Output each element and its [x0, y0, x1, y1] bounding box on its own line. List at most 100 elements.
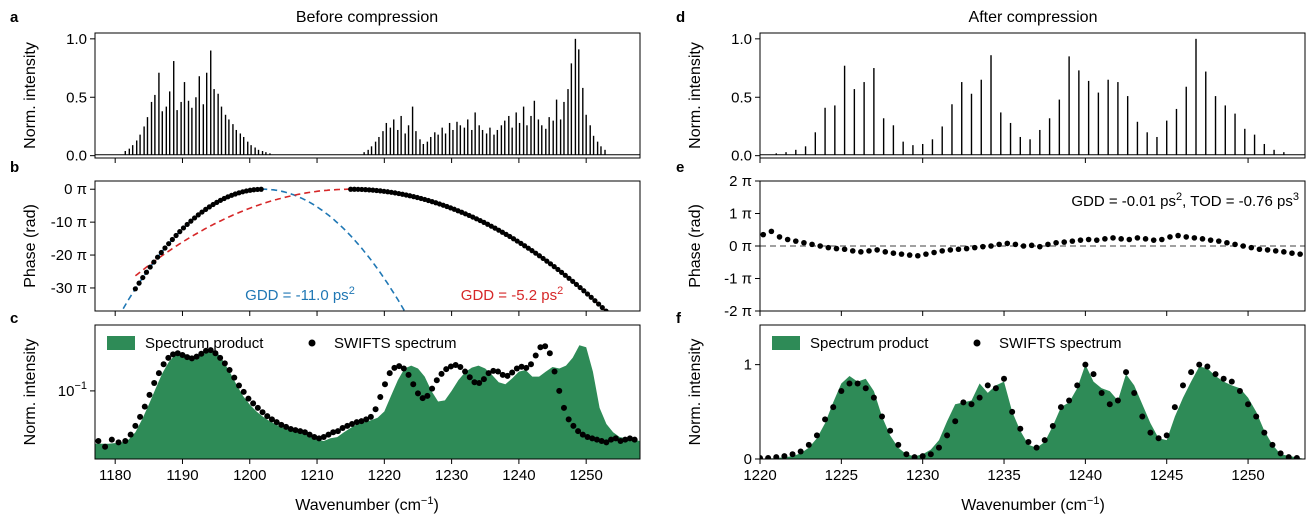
phase-point — [768, 228, 775, 235]
swifts-point — [830, 404, 837, 411]
swifts-point — [377, 393, 384, 400]
swifts-point — [301, 429, 308, 436]
legend-label-spectrum-product: Spectrum product — [810, 335, 929, 352]
swifts-point — [935, 444, 942, 451]
phase-point — [173, 232, 179, 239]
phase-point — [776, 234, 783, 240]
swifts-point — [631, 436, 638, 443]
phase-point — [140, 274, 146, 281]
phase-point — [874, 247, 880, 253]
swifts-point — [570, 422, 577, 429]
swifts-point — [235, 382, 242, 389]
swifts-point — [1171, 404, 1178, 411]
phase-point — [136, 280, 142, 286]
panel-label-d: d — [676, 9, 685, 26]
phase-point — [939, 248, 946, 254]
swifts-point — [927, 451, 934, 458]
x-tick-label: 1210 — [300, 467, 333, 484]
swifts-point — [513, 365, 520, 372]
swifts-point — [151, 380, 158, 387]
swifts-point — [854, 380, 861, 387]
phase-point — [931, 249, 937, 256]
y-tick-label: 1.0 — [66, 31, 87, 48]
swifts-point — [447, 363, 454, 370]
legend-swatch-dot — [308, 339, 316, 347]
swifts-point — [386, 370, 393, 377]
swifts-point — [122, 437, 129, 444]
phase-point — [1167, 234, 1173, 240]
swifts-point — [1098, 389, 1105, 396]
swifts-point — [179, 352, 186, 359]
swifts-point — [433, 377, 440, 384]
swifts-point — [137, 413, 144, 420]
swifts-point — [226, 366, 233, 373]
swifts-point — [325, 431, 332, 438]
y-tick-label: 1 π — [729, 206, 752, 223]
swifts-point — [363, 416, 370, 423]
phase-point — [980, 243, 986, 250]
swifts-point — [254, 404, 261, 411]
phase-point — [366, 187, 372, 193]
swifts-point — [108, 436, 115, 443]
swifts-point — [584, 434, 591, 441]
phase-point — [206, 204, 212, 210]
panel-label-c: c — [10, 310, 18, 327]
phase-point — [1281, 249, 1287, 255]
panel-label-e: e — [676, 159, 684, 176]
swifts-point — [1057, 404, 1064, 411]
swifts-point — [781, 453, 788, 459]
swifts-point — [773, 454, 780, 459]
swifts-point — [952, 418, 959, 425]
phase-point — [1061, 239, 1068, 245]
phase-point — [1183, 234, 1190, 240]
swifts-point — [1139, 413, 1146, 420]
phase-point — [849, 248, 856, 254]
swifts-point — [523, 364, 530, 371]
swifts-point — [212, 350, 219, 357]
swifts-point — [1114, 397, 1121, 404]
swifts-point — [1163, 432, 1170, 439]
swifts-point — [518, 363, 525, 370]
left-title: Before compression — [296, 9, 438, 26]
swifts-point — [485, 370, 492, 377]
phase-point — [801, 239, 807, 246]
phase-point — [955, 246, 962, 253]
gdd-annotation-red: GDD = -5.2 ps2 — [461, 285, 563, 304]
swifts-point — [1277, 450, 1284, 457]
x-tick-label: 1250 — [1231, 467, 1264, 484]
swifts-point — [457, 364, 464, 371]
swifts-point — [1033, 444, 1040, 451]
y-tick-label: -10 π — [51, 214, 87, 231]
swifts-point — [264, 413, 271, 420]
phase-point — [199, 209, 205, 215]
swifts-point — [1188, 369, 1195, 376]
phase-point — [180, 225, 187, 231]
phase-point — [533, 250, 539, 256]
swifts-point — [1261, 429, 1268, 436]
swifts-point — [499, 371, 506, 378]
phase-point — [1224, 239, 1230, 246]
swifts-point — [391, 364, 398, 371]
phase-point — [362, 187, 369, 193]
phase-point — [1004, 240, 1011, 247]
phase-point — [540, 255, 546, 262]
swifts-point — [95, 437, 102, 444]
swifts-point — [414, 390, 421, 397]
phase-point — [1093, 237, 1100, 243]
panel-e: GDD = -0.01 ps2, TOD = -0.76 ps3 2 π 1 π 0 … — [676, 159, 1306, 320]
swifts-point — [115, 439, 122, 446]
swifts-point — [358, 418, 365, 425]
phase-point — [166, 241, 172, 247]
swifts-point — [400, 365, 407, 372]
y-tick-label: 0.0 — [66, 148, 87, 165]
swifts-point — [466, 374, 473, 381]
phase-point — [522, 243, 528, 249]
phase-point — [858, 249, 864, 255]
phase-point — [1264, 247, 1271, 253]
swifts-point — [546, 350, 553, 357]
swifts-point — [895, 441, 902, 448]
x-tick-label: 1190 — [166, 467, 198, 484]
x-tick-label: 1220 — [743, 467, 776, 484]
